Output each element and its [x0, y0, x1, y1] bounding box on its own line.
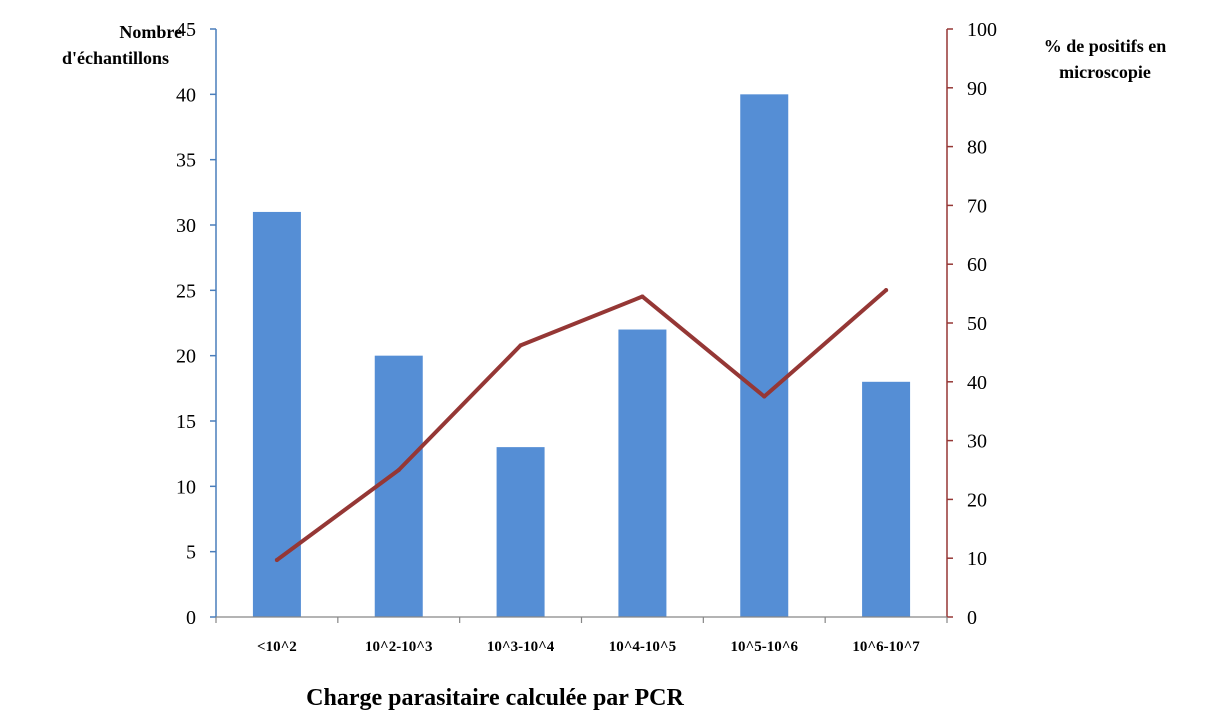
- y-left-title-line2: d'échantillons: [62, 48, 169, 68]
- line-point: [518, 343, 523, 348]
- y-right-tick-label: 30: [967, 431, 987, 453]
- bar: [252, 211, 301, 617]
- y-left-tick-label: 20: [176, 346, 196, 368]
- y-right-title-line2: microscopie: [1059, 62, 1151, 82]
- line-point: [884, 288, 889, 293]
- y-left-tick-label: 35: [176, 150, 196, 172]
- x-tick-label: 10^3-10^4: [487, 639, 555, 655]
- bar: [740, 94, 789, 618]
- y-right-tick-label: 70: [967, 195, 987, 217]
- line-point: [762, 394, 767, 399]
- y-left-tick-label: 40: [176, 84, 196, 106]
- y-right-tick-label: 0: [967, 607, 977, 629]
- x-axis-title: Charge parasitaire calculée par PCR: [306, 685, 684, 711]
- y-left-tick-label: 45: [176, 19, 196, 41]
- y-left-tick-label: 5: [186, 542, 196, 564]
- axes-layer: [210, 28, 953, 623]
- y-left-tick-label: 25: [176, 280, 196, 302]
- y-left-tick-label: 0: [186, 607, 196, 629]
- line-series: [274, 288, 889, 562]
- x-tick-label: <10^2: [257, 639, 297, 655]
- x-tick-label: 10^6-10^7: [852, 639, 920, 655]
- y-right-tick-label: 100: [967, 19, 997, 41]
- y-right-tick-label: 50: [967, 313, 987, 335]
- bar: [618, 329, 667, 617]
- y-left-title-line1: Nombre: [119, 22, 182, 42]
- bar: [862, 381, 911, 617]
- y-right-tick-label: 40: [967, 372, 987, 394]
- x-tick-label: 10^5-10^6: [731, 639, 799, 655]
- bar: [374, 355, 423, 617]
- line-point: [396, 468, 401, 472]
- line-point: [640, 294, 645, 299]
- x-tick-label: 10^4-10^5: [609, 639, 676, 655]
- line-point: [274, 557, 279, 562]
- x-tick-label: 10^2-10^3: [365, 639, 432, 655]
- y-left-tick-label: 10: [176, 476, 196, 498]
- y-right-tick-label: 20: [967, 489, 987, 511]
- bar: [496, 447, 545, 617]
- y-right-tick-label: 90: [967, 78, 987, 100]
- y-right-title-line1: % de positifs en: [1044, 36, 1167, 56]
- y-left-tick-label: 15: [176, 411, 196, 433]
- y-right-tick-label: 80: [967, 137, 987, 159]
- line-layer: [274, 288, 889, 562]
- labels-layer: Nombre d'échantillons % de positifs en m…: [62, 19, 1166, 711]
- bars-layer: [252, 94, 911, 618]
- y-right-tick-label: 10: [967, 548, 987, 570]
- y-left-tick-label: 30: [176, 215, 196, 237]
- y-right-tick-label: 60: [967, 254, 987, 276]
